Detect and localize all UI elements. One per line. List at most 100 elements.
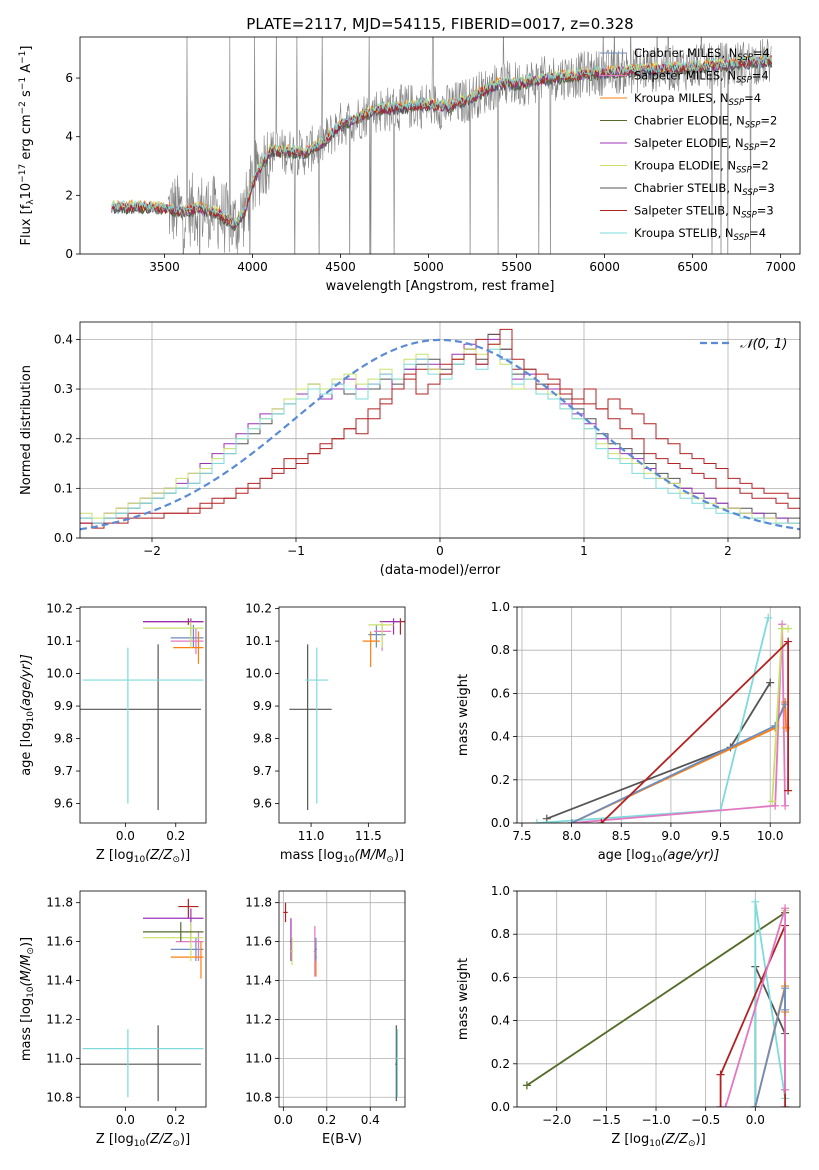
legend-label-sub: SSP [736, 76, 752, 86]
y-tick-label: 0.6 [491, 970, 510, 984]
weight-marker [781, 801, 790, 810]
x-axis-label-sun: ⊙ [172, 855, 180, 865]
x-axis-label-text: Z [log [96, 1132, 134, 1147]
legend-label: Kroupa ELODIE, NSSP=2 [634, 159, 769, 176]
plot-area [522, 897, 790, 1107]
y-tick-label: 0.1 [54, 481, 73, 495]
axes-frame [79, 606, 207, 824]
weight-marker [751, 897, 760, 906]
y-tick-label: 10.2 [245, 602, 272, 616]
x-tick-label: 0.0 [116, 1113, 135, 1127]
y-axis-label-tail: 10 [19, 183, 34, 200]
x-tick-label: 7000 [765, 260, 796, 274]
legend-label-tail: =4 [752, 69, 769, 83]
x-axis-label: age [log10(age/yr)] [598, 848, 720, 865]
x-tick-label: 8.0 [562, 829, 581, 843]
weight-marker [721, 1103, 730, 1107]
y-tick-label: 10.0 [46, 667, 73, 681]
plot-area [80, 328, 800, 531]
y-axis-label-sub: 10 [26, 711, 36, 723]
model-spectrum-line [111, 54, 773, 227]
panel-residuals: −2 −1 0 1 2 0.0 0.1 0.2 0.3 0.4 (data-model)/error… [19, 321, 801, 578]
x-axis-label: Z [log10(Z/Z⊙)] [96, 1132, 190, 1149]
y-axis-label: mass weight [456, 674, 471, 756]
y-tick-label: 10.8 [245, 1090, 272, 1104]
y-tick-label: 0.8 [491, 927, 510, 941]
y-axis-label-text: age [log [19, 723, 34, 776]
x-axis-label-text: Z [log [611, 1132, 649, 1147]
y-tick-label: 0.4 [491, 1014, 510, 1028]
y-tick-label: 1.0 [491, 600, 510, 614]
legend-label-tail: =2 [760, 114, 777, 128]
axes-frame [516, 890, 801, 1108]
weight-marker [751, 1103, 760, 1107]
y-tick-label: 1.0 [491, 884, 510, 898]
y-tick-label: 9.8 [253, 732, 272, 746]
y-tick-label: 0.0 [491, 816, 510, 830]
axes-frame [79, 36, 801, 255]
legend-label-text: Kroupa MILES, N [634, 91, 729, 105]
x-tick-label: 0.2 [166, 829, 185, 843]
x-axis-label: mass [log10(M/M⊙)] [280, 848, 404, 865]
y-axis-label-exp3: −1 [18, 77, 28, 90]
legend-label: Salpeter ELODIE, NSSP=2 [634, 136, 776, 153]
y-tick-label: 9.8 [54, 732, 73, 746]
axes-frame [516, 606, 801, 824]
x-axis-label-text: age [log [598, 848, 651, 863]
y-tick-label: 11.8 [245, 896, 272, 910]
legend-label-tail: =4 [749, 226, 766, 240]
legend-label-tail: =2 [752, 159, 769, 173]
plot-area [111, 37, 773, 254]
weight-marker [771, 721, 780, 730]
y-tick-label: 0.0 [54, 531, 73, 545]
x-tick-label: 0.2 [317, 1113, 336, 1127]
legend-label-sub: SSP [734, 233, 750, 243]
x-tick-label: −1.0 [641, 1113, 670, 1127]
legend-label-text: Chabrier ELODIE, N [634, 114, 745, 128]
legend-label: 𝒩(0, 1) [740, 337, 787, 352]
x-tick-label: 0.0 [746, 1113, 765, 1127]
observed-spectrum-line [167, 37, 772, 254]
weight-marker [781, 1085, 790, 1094]
x-tick-label: −2 [143, 544, 161, 558]
x-axis-label-sun: ⊙ [172, 1139, 180, 1149]
weight-marker [532, 819, 541, 823]
y-axis-label-exp2: −2 [18, 101, 28, 114]
legend-label-text: Kroupa STELIB, N [634, 226, 734, 240]
x-axis-label-text: mass [log [280, 848, 343, 863]
x-axis-label-text: Z [log [96, 848, 134, 863]
y-tick-label: 11.6 [46, 935, 73, 949]
x-tick-label: 0 [436, 544, 444, 558]
weight-series-line [571, 624, 786, 823]
legend-label-text: Chabrier STELIB, N [634, 181, 742, 195]
weight-marker [567, 819, 576, 823]
legend-label-tail: =2 [759, 136, 776, 150]
y-axis-label-end: )] [19, 937, 34, 947]
y-tick-label: 0 [65, 247, 73, 261]
x-tick-label: 8.5 [612, 829, 631, 843]
x-axis-label-text: E(B-V) [322, 1132, 362, 1147]
y-axis-label-s: s [19, 90, 34, 101]
y-axis-label-tail: (M/M [19, 955, 34, 987]
x-axis-label-tail: (M/M [355, 848, 387, 863]
legend-label-sub: SSP [741, 211, 757, 221]
legend-label-sub: SSP [744, 143, 760, 153]
x-axis-label-tail: (age/yr)] [662, 848, 719, 863]
panel-spectrum: 3500 4000 4500 5000 5500 6000 6500 7000 0 2 4 6 wave… [18, 36, 801, 294]
y-tick-label: 11.2 [46, 1012, 73, 1026]
axes-frame [79, 321, 801, 539]
x-axis-label-sun: ⊙ [386, 855, 394, 865]
legend-label-sub: SSP [745, 121, 761, 131]
y-axis-label-exp: −17 [18, 164, 28, 183]
plot-area [289, 618, 405, 811]
x-tick-label: 5000 [413, 260, 444, 274]
y-tick-label: 11.4 [245, 974, 272, 988]
legend-label-tail: =4 [744, 91, 761, 105]
legend-label: Kroupa MILES, NSSP=4 [634, 91, 761, 108]
x-tick-label: 6500 [677, 260, 708, 274]
y-axis-label-end: ] [19, 46, 34, 51]
legend-label-text: Kroupa ELODIE, N [634, 159, 736, 173]
x-tick-label: −2.0 [542, 1113, 571, 1127]
weight-marker [771, 801, 780, 810]
y-axis-label: mass weight [456, 958, 471, 1040]
